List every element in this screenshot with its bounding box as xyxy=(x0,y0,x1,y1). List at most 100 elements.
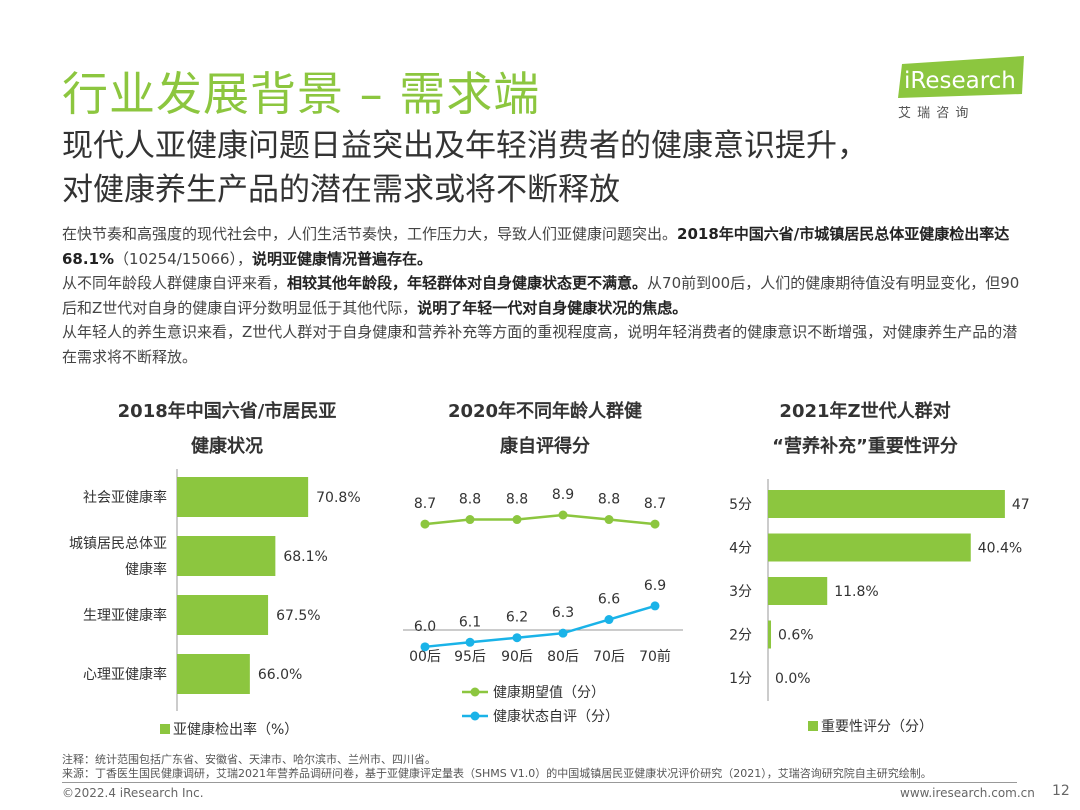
chart2-data-point xyxy=(650,519,660,529)
chart2-legend-label: 健康状态自评（分） xyxy=(493,708,619,725)
chart2-data-label: 8.8 xyxy=(459,492,481,508)
chart1-category-label: 城镇居民总体亚 xyxy=(69,536,167,552)
chart3-category-label: 1分 xyxy=(729,671,752,687)
chart2-age-score: 00后 95后 90后 80后 70后 70前 8.7 8.8 8.8 8.9 8.8 8.7 健康期望… xyxy=(403,487,683,725)
subtitle-line-1: 现代人亚健康问题日益突出及年轻消费者的健康意识提升， xyxy=(62,128,868,164)
chart2-category-label: 70前 xyxy=(639,648,671,665)
chart1-category-label: 心理亚健康率 xyxy=(83,666,167,683)
p2-text-c: 从70前到00后，人们的健康期待值没有明显变化，但90后和Z世代对自身的健康自评… xyxy=(62,274,1020,317)
chart3-bar xyxy=(768,620,772,649)
chart2-data-label: 6.3 xyxy=(552,605,574,621)
footer-notes: 注释：统计范围包括广东省、安徽省、天津市、哈尔滨市、兰州市、四川省。 来源：丁香… xyxy=(62,753,932,781)
logo-green-banner xyxy=(898,56,1024,98)
logo-brand-text: iResearch xyxy=(904,68,1016,94)
chart1-bar xyxy=(177,477,309,517)
chart2-data-label: 6.9 xyxy=(644,578,666,594)
chart2-category-label: 90后 xyxy=(501,649,533,665)
chart2-data-label: 6.0 xyxy=(414,619,436,635)
chart2-legend-marker xyxy=(470,711,480,721)
chart3-bar xyxy=(768,490,1005,518)
chart2-data-label: 8.8 xyxy=(598,492,620,508)
page-subtitle: 现代人亚健康问题日益突出及年轻消费者的健康意识提升， 对健康养生产品的潜在需求或… xyxy=(62,124,868,212)
page-number: 12 xyxy=(1052,783,1070,799)
chart3-title: 2021年Z世代人群对 “营养补充”重要性评分 xyxy=(720,394,1010,464)
chart2-data-point xyxy=(604,515,614,525)
chart2-series-line xyxy=(424,604,656,649)
p1-text-c: （10254/15066）， xyxy=(114,249,253,268)
chart3-value-label: 47.2% xyxy=(1012,497,1030,513)
chart3-legend-label: 重要性评分（分） xyxy=(821,719,933,735)
chart3-category-label: 2分 xyxy=(729,628,752,644)
chart2-category-label: 80后 xyxy=(547,649,579,665)
chart3-legend-swatch xyxy=(808,721,818,731)
chart1-category-label: 社会亚健康率 xyxy=(83,489,167,506)
chart1-category-label: 生理亚健康率 xyxy=(83,607,167,624)
website-link[interactable]: www.iresearch.com.cn xyxy=(900,786,1035,800)
chart3-title-line1: 2021年Z世代人群对 xyxy=(779,401,951,422)
p1-text-b: 2018年中国六省/市城镇居民总体亚健康检出率达68.1% xyxy=(62,225,1010,268)
chart2-data-label: 8.7 xyxy=(644,496,666,512)
footer-divider xyxy=(62,782,1017,783)
chart2-category-label: 00后 xyxy=(409,649,441,665)
chart3-category-label: 3分 xyxy=(729,584,752,600)
paragraph-3: 从年轻人的养生意识来看，Z世代人群对于自身健康和营养补充等方面的重视程度高，说明… xyxy=(62,323,1018,366)
copyright: ©2022.4 iResearch Inc. xyxy=(62,786,204,800)
chart2-data-point xyxy=(604,615,614,625)
chart2-legend-label: 健康期望值（分） xyxy=(493,684,605,701)
chart2-data-point xyxy=(512,633,522,643)
page-title: 行业发展背景 – 需求端 xyxy=(62,67,541,121)
chart2-category-label: 95后 xyxy=(454,649,486,665)
p2-text-b: 相较其他年龄段，年轻群体对自身健康状态更不满意。 xyxy=(287,274,648,292)
chart2-data-label: 6.2 xyxy=(506,610,528,626)
subtitle-line-2: 对健康养生产品的潜在需求或将不断释放 xyxy=(62,172,620,208)
body-paragraphs: 在快节奏和高强度的现代社会中，人们生活节奏快，工作压力大，导致人们亚健康问题突出… xyxy=(62,222,1022,369)
logo-cn-text: 艾 瑞 咨 询 xyxy=(898,106,969,121)
p2-text-a: 从不同年龄段人群健康自评来看， xyxy=(62,274,288,292)
chart3-value-label: 0.0% xyxy=(775,671,811,687)
chart3-bar xyxy=(768,533,971,562)
chart1-legend-swatch xyxy=(160,724,170,734)
chart3-value-label: 0.6% xyxy=(778,628,814,644)
chart2-data-label: 6.1 xyxy=(459,614,481,630)
iresearch-logo: iResearch 艾 瑞 咨 询 xyxy=(892,56,1032,126)
chart1-bar xyxy=(177,595,269,635)
chart1-value-label: 70.8% xyxy=(316,490,360,506)
chart2-title-line2: 康自评得分 xyxy=(500,436,590,457)
chart1-bar xyxy=(177,654,250,694)
chart2-data-label: 6.6 xyxy=(598,592,620,608)
chart1-bar xyxy=(177,536,276,576)
p2-text-d: 说明了年轻一代对自身健康状况的焦虑。 xyxy=(417,298,688,317)
chart2-data-point xyxy=(465,637,475,647)
chart1-value-label: 68.1% xyxy=(283,549,327,565)
chart2-series-line xyxy=(424,513,656,526)
chart2-data-label: 8.7 xyxy=(414,496,436,512)
chart3-category-label: 5分 xyxy=(729,497,752,513)
chart1-legend-label: 亚健康检出率（%） xyxy=(173,721,298,738)
chart2-data-point xyxy=(512,515,522,525)
chart1-title: 2018年中国六省/市居民亚 健康状况 xyxy=(62,394,392,464)
paragraph-1: 在快节奏和高强度的现代社会中，人们生活节奏快，工作压力大，导致人们亚健康问题突出… xyxy=(62,222,1022,271)
paragraph-2: 从不同年龄段人群健康自评来看，相较其他年龄段，年轻群体对自身健康状态更不满意。从… xyxy=(62,271,1022,320)
chart2-data-point xyxy=(465,515,475,525)
chart2-category-label: 70后 xyxy=(593,649,625,665)
chart2-data-label: 8.8 xyxy=(506,492,528,508)
chart2-data-point xyxy=(420,519,430,529)
chart1-category-label: 健康率 xyxy=(125,561,167,578)
chart2-legend-marker xyxy=(470,687,480,697)
p1-text-a: 在快节奏和高强度的现代社会中，人们生活节奏快，工作压力大，导致人们亚健康问题突出… xyxy=(62,225,678,243)
chart3-value-label: 40.4% xyxy=(978,541,1022,557)
chart2-data-point xyxy=(420,642,430,652)
chart2-title-line1: 2020年不同年龄人群健 xyxy=(447,401,643,422)
chart2-title: 2020年不同年龄人群健 康自评得分 xyxy=(400,394,690,464)
footer-note: 注释：统计范围包括广东省、安徽省、天津市、哈尔滨市、兰州市、四川省。 xyxy=(62,753,436,766)
chart2-data-point xyxy=(558,510,568,520)
chart1-title-line2: 健康状况 xyxy=(191,436,263,457)
chart2-data-point xyxy=(558,628,568,638)
p1-text-d: 说明亚健康情况普遍存在。 xyxy=(252,249,433,268)
chart3-bar xyxy=(768,577,828,605)
chart3-category-label: 4分 xyxy=(729,541,752,557)
footer-source: 来源：丁香医生国民健康调研，艾瑞2021年营养品调研问卷，基于亚健康评定量表（S… xyxy=(62,767,932,780)
chart3-value-label: 11.8% xyxy=(834,584,878,600)
chart3-nutrition-score: 47.2% 5分 40.4% 4分 11.8% 3分 0.6% 2分 0.0% 1分重要性评分（分… xyxy=(729,479,1030,735)
